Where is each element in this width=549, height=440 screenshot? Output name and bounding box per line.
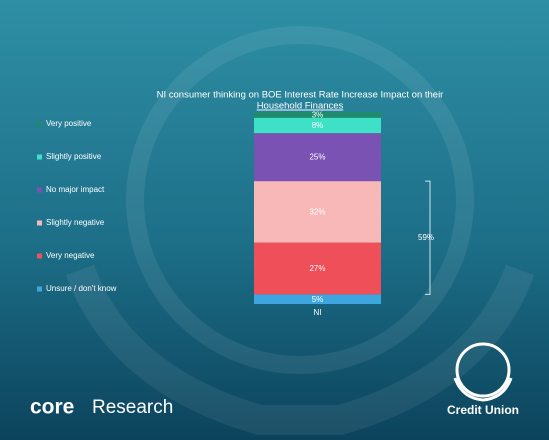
value-label: 25% — [309, 153, 325, 162]
legend-swatch — [37, 121, 42, 127]
legend-label: No major impact — [46, 185, 105, 194]
decor — [126, 26, 474, 374]
bar-segment — [254, 242, 381, 295]
bar-segment — [254, 181, 381, 243]
bracket — [425, 180, 431, 295]
credit-union-icon — [453, 342, 513, 402]
value-label: 27% — [309, 264, 325, 273]
legend-label: Very negative — [46, 251, 95, 260]
legend-swatch — [37, 286, 42, 292]
bar-segment — [254, 133, 381, 182]
logo-text: Research — [92, 397, 173, 418]
legend-label: Very positive — [46, 119, 92, 128]
legend-label: Unsure / don't know — [46, 284, 117, 293]
value-label: 3% — [312, 110, 324, 119]
x-tick-label: NI — [314, 308, 322, 317]
legend-label: Slightly negative — [46, 218, 105, 227]
bar-segment — [254, 117, 381, 134]
value-label: 5% — [312, 295, 324, 304]
value-label: 8% — [312, 121, 324, 130]
legend-swatch — [37, 220, 42, 226]
logo-text: core — [30, 396, 74, 419]
legend-label: Slightly positive — [46, 152, 102, 161]
logo-text: Credit Union — [447, 403, 519, 417]
legend-swatch — [37, 187, 42, 193]
bracket-label: 59% — [418, 233, 434, 242]
decor — [65, 264, 535, 435]
bar-segment — [254, 112, 381, 118]
bar-segment — [254, 294, 381, 304]
legend-swatch — [37, 253, 42, 259]
chart-title: Household Finances — [257, 101, 344, 112]
legend-swatch — [37, 154, 42, 160]
value-label: 32% — [309, 207, 325, 216]
chart-title: NI consumer thinking on BOE Interest Rat… — [157, 90, 444, 101]
